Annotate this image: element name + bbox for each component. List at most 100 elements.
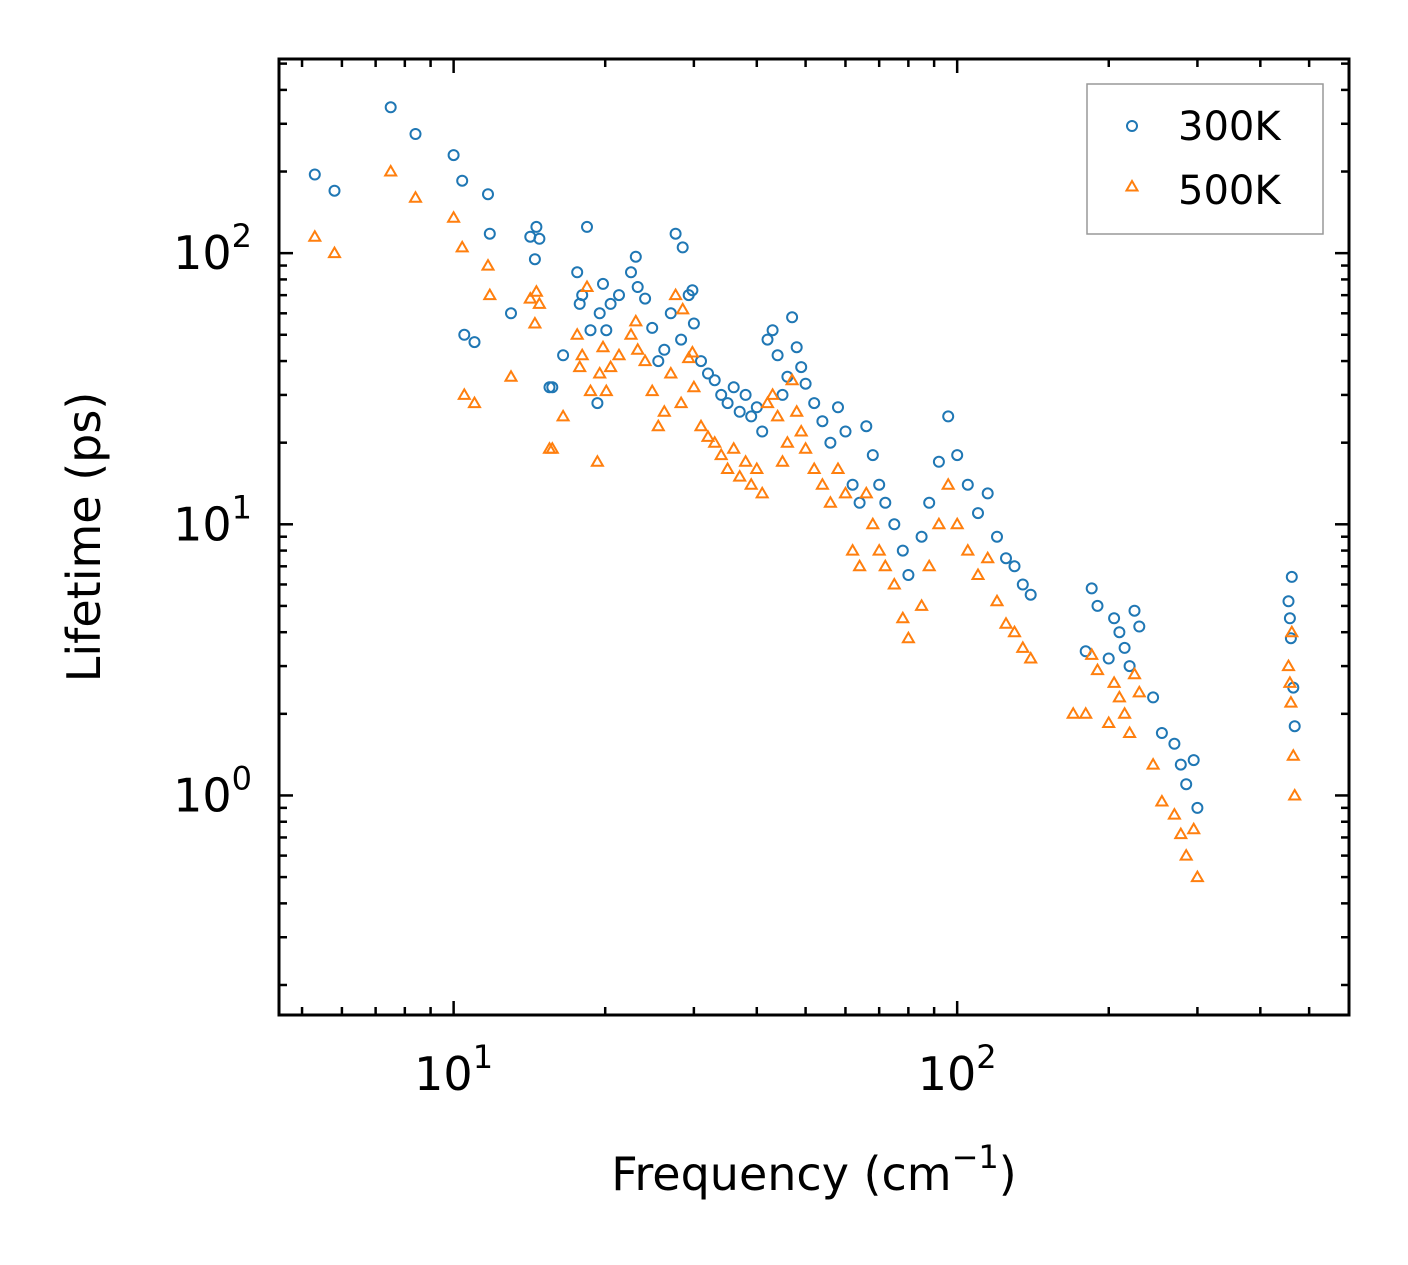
- point-500k-29: [623, 327, 639, 340]
- point-500k-110: [1283, 695, 1299, 708]
- point-500k-17: [555, 408, 571, 422]
- point-300k-31: [631, 281, 644, 293]
- point-500k-98: [1122, 725, 1137, 738]
- point-500k-77: [914, 598, 929, 611]
- point-500k-71: [865, 516, 881, 530]
- point-300k-104: [1180, 778, 1193, 791]
- point-300k-24: [593, 307, 606, 320]
- y-tick-label-2: 102: [173, 217, 252, 280]
- point-500k-37: [668, 287, 683, 301]
- point-500k-108: [1281, 658, 1296, 672]
- point-500k-97: [1117, 706, 1132, 719]
- point-300k-110: [1285, 570, 1298, 583]
- point-500k-50: [738, 454, 753, 467]
- point-500k-103: [1167, 807, 1182, 820]
- point-500k-99: [1127, 666, 1142, 680]
- point-500k-64: [815, 477, 830, 490]
- point-300k-30: [629, 250, 642, 263]
- point-300k-21: [581, 220, 593, 233]
- point-300k-10: [505, 307, 517, 320]
- point-300k-109: [1284, 632, 1297, 645]
- point-300k-99: [1133, 620, 1146, 633]
- point-500k-22: [583, 383, 598, 397]
- point-500k-66: [830, 461, 846, 474]
- point-300k-5: [456, 174, 469, 187]
- point-300k-60: [790, 341, 803, 354]
- point-300k-77: [915, 530, 928, 543]
- point-300k-107: [1282, 595, 1295, 608]
- point-300k-73: [879, 496, 892, 509]
- point-300k-101: [1155, 727, 1168, 739]
- point-300k-26: [600, 324, 613, 337]
- point-300k-33: [646, 321, 659, 334]
- point-500k-56: [770, 408, 785, 422]
- point-300k-3: [409, 128, 422, 140]
- point-300k-41: [686, 284, 699, 297]
- point-300k-84: [981, 487, 994, 500]
- point-500k-69: [852, 558, 867, 572]
- point-300k-44: [702, 367, 714, 380]
- point-300k-95: [1113, 626, 1126, 639]
- point-300k-70: [860, 420, 873, 433]
- point-300k-96: [1118, 641, 1131, 654]
- point-300k-85: [991, 530, 1003, 543]
- point-300k-54: [761, 333, 774, 346]
- point-500k-46: [713, 447, 729, 461]
- point-300k-68: [846, 478, 859, 491]
- point-300k-16: [546, 381, 559, 394]
- point-500k-36: [663, 366, 679, 379]
- point-300k-63: [808, 397, 821, 410]
- point-300k-67: [839, 425, 852, 438]
- point-300k-76: [902, 569, 915, 581]
- point-500k-31: [630, 342, 645, 355]
- point-300k-45: [708, 374, 721, 387]
- point-500k-35: [657, 404, 672, 417]
- point-500k-6: [480, 258, 496, 271]
- point-300k-39: [676, 241, 689, 254]
- series-layer: [307, 101, 1302, 883]
- point-300k-42: [687, 317, 700, 330]
- point-500k-51: [743, 477, 759, 490]
- point-300k-62: [799, 377, 812, 390]
- point-500k-13: [529, 284, 544, 297]
- point-300k-80: [942, 410, 955, 423]
- point-500k-27: [603, 359, 618, 373]
- point-300k-34: [652, 355, 665, 368]
- point-300k-105: [1187, 754, 1200, 767]
- point-500k-89: [1023, 651, 1038, 664]
- point-500k-68: [845, 543, 860, 556]
- point-500k-30: [628, 313, 644, 327]
- point-300k-1: [328, 184, 341, 197]
- point-300k-55: [766, 324, 779, 337]
- point-500k-47: [720, 461, 735, 474]
- point-500k-12: [527, 316, 543, 329]
- point-300k-12: [528, 253, 541, 266]
- point-500k-0: [307, 229, 323, 242]
- point-500k-26: [599, 383, 614, 397]
- point-300k-71: [866, 449, 879, 462]
- point-300k-8: [458, 328, 471, 341]
- point-300k-0: [308, 168, 321, 181]
- point-300k-57: [776, 388, 789, 401]
- point-300k-74: [888, 518, 901, 531]
- point-300k-72: [873, 478, 886, 491]
- point-500k-63: [806, 461, 822, 474]
- point-300k-75: [896, 544, 909, 557]
- point-300k-43: [695, 355, 707, 368]
- point-500k-109: [1282, 675, 1298, 688]
- point-500k-91: [1078, 706, 1093, 719]
- point-500k-96: [1112, 689, 1127, 703]
- point-500k-34: [651, 418, 666, 432]
- point-300k-86: [1000, 552, 1012, 565]
- point-300k-36: [664, 307, 677, 320]
- point-300k-18: [571, 266, 584, 279]
- point-500k-80: [940, 477, 956, 490]
- point-500k-74: [887, 577, 902, 590]
- point-500k-65: [823, 495, 838, 508]
- point-300k-66: [832, 401, 844, 414]
- point-300k-32: [639, 292, 652, 305]
- point-500k-93: [1090, 662, 1105, 676]
- series-300k: [308, 101, 1301, 814]
- point-300k-97: [1123, 660, 1136, 673]
- point-300k-65: [824, 436, 837, 449]
